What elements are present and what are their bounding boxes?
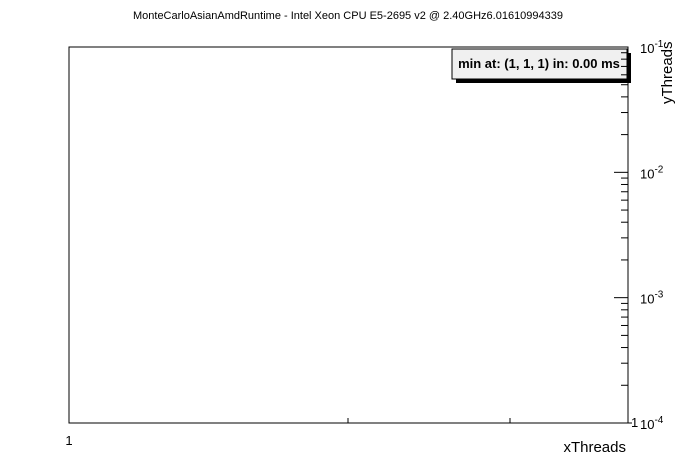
z-tick-label: 10-1	[640, 39, 664, 56]
z-tick-label: 10-2	[640, 164, 664, 181]
y-tick-label: 1	[631, 415, 638, 430]
y-axis-label: yThreads	[659, 41, 676, 104]
annotation-box	[451, 48, 628, 80]
z-tick-label: 10-3	[640, 290, 664, 307]
z-tick-label: 10-4	[640, 415, 664, 432]
x-axis-label: xThreads	[563, 439, 626, 456]
x-tick-label: 1	[65, 433, 72, 448]
chart-title: MonteCarloAsianAmdRuntime - Intel Xeon C…	[133, 10, 563, 22]
annotation: min at: (1, 1, 1) in: 0.00 ms	[458, 56, 620, 71]
